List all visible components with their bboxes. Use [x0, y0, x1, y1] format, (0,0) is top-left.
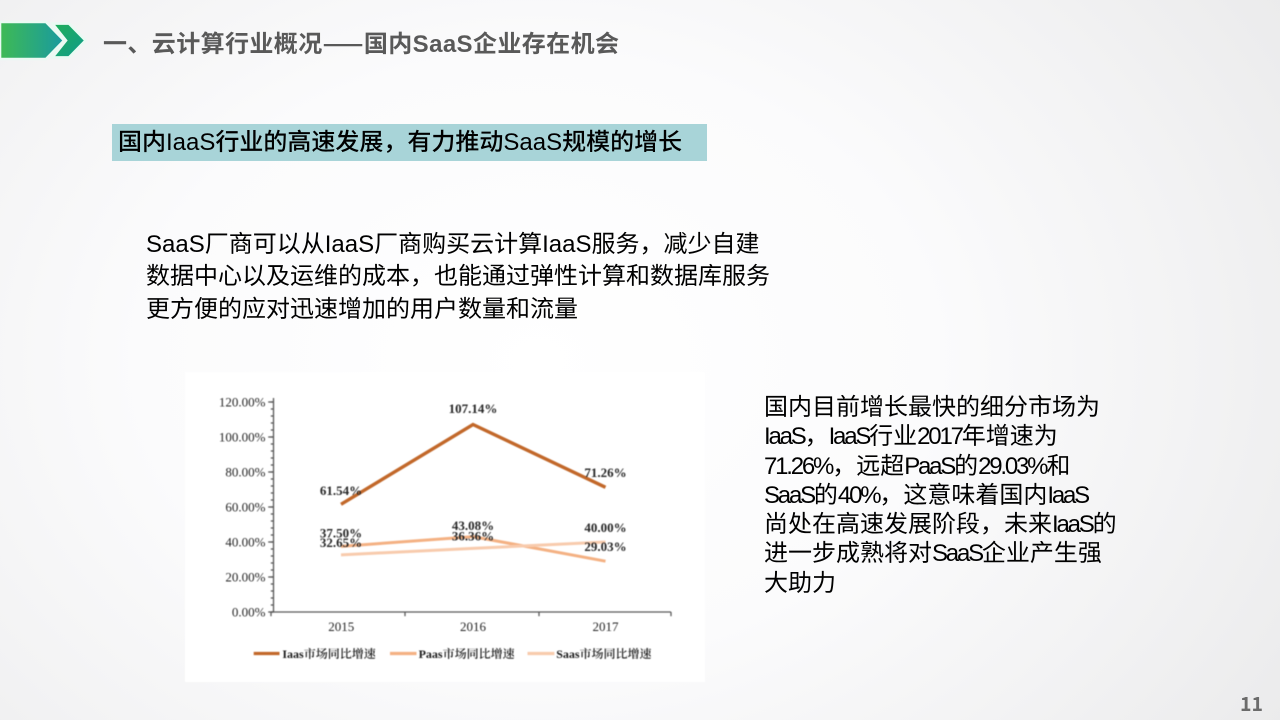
- svg-text:32.65%: 32.65%: [320, 535, 362, 550]
- svg-text:2016: 2016: [460, 619, 487, 634]
- svg-text:Saas市场同比增速: Saas市场同比增速: [556, 647, 651, 661]
- svg-text:120.00%: 120.00%: [219, 395, 266, 410]
- svg-text:80.00%: 80.00%: [225, 465, 265, 480]
- svg-text:Iaas市场同比增速: Iaas市场同比增速: [282, 647, 375, 661]
- svg-text:71.26%: 71.26%: [584, 465, 626, 480]
- svg-text:43.08%: 43.08%: [452, 518, 494, 533]
- svg-text:29.03%: 29.03%: [584, 539, 626, 554]
- svg-text:107.14%: 107.14%: [449, 401, 498, 416]
- svg-text:40.00%: 40.00%: [584, 520, 626, 535]
- svg-text:20.00%: 20.00%: [225, 570, 265, 585]
- svg-text:2017: 2017: [593, 619, 620, 634]
- svg-text:61.54%: 61.54%: [320, 483, 362, 498]
- svg-text:60.00%: 60.00%: [225, 500, 265, 515]
- svg-text:40.00%: 40.00%: [225, 535, 265, 550]
- svg-text:36.36%: 36.36%: [452, 529, 494, 544]
- svg-text:0.00%: 0.00%: [232, 605, 266, 620]
- svg-text:2015: 2015: [328, 619, 354, 634]
- svg-text:100.00%: 100.00%: [219, 430, 266, 445]
- svg-text:37.50%: 37.50%: [320, 526, 362, 541]
- svg-text:Paas市场同比增速: Paas市场同比增速: [419, 647, 515, 661]
